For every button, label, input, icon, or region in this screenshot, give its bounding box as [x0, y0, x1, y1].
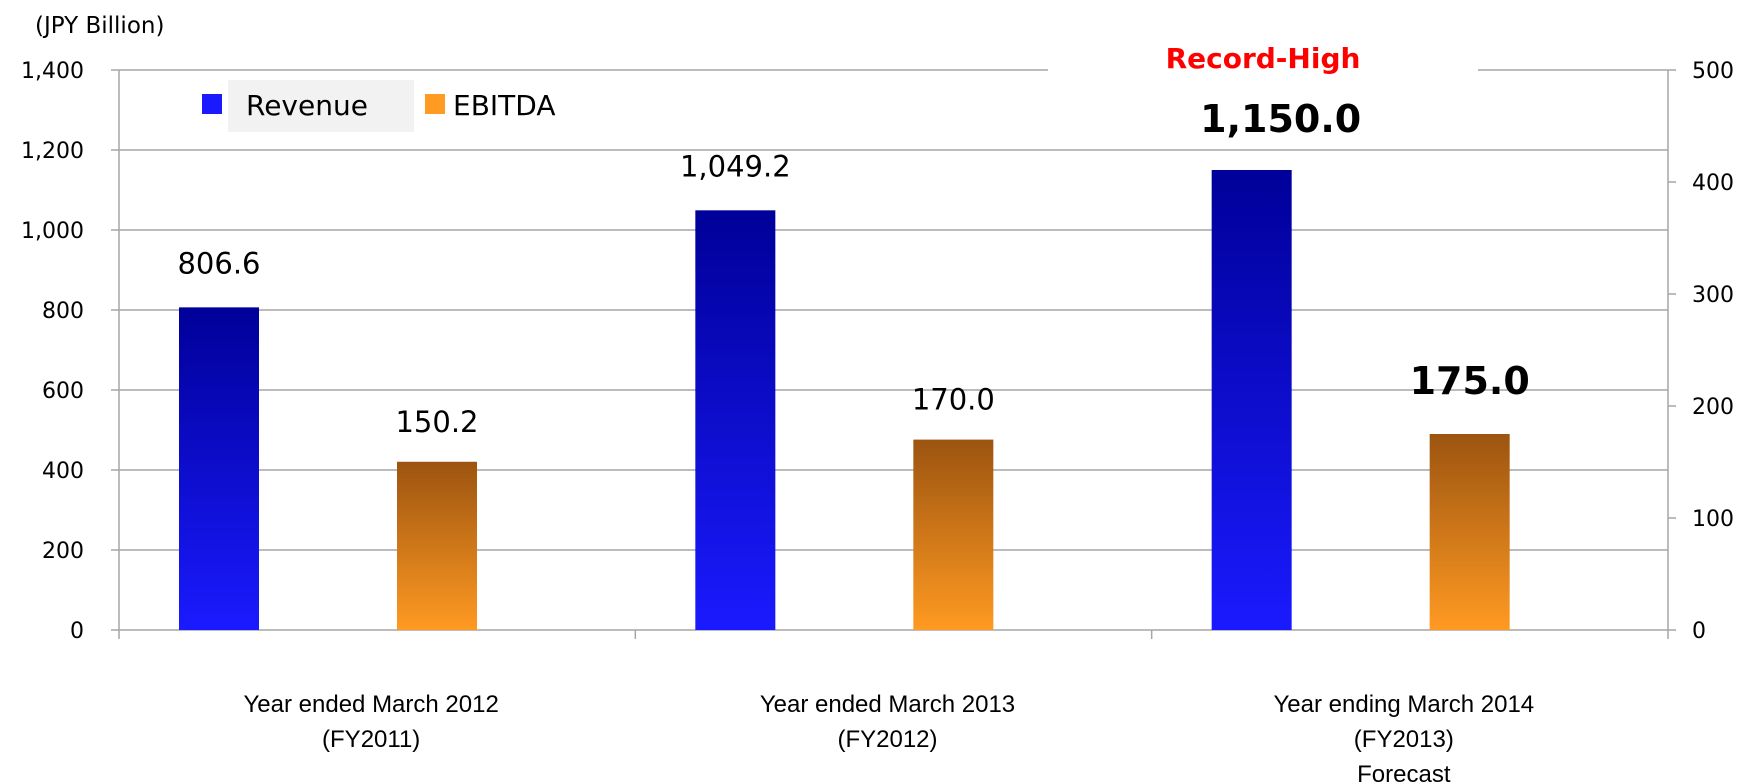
axes: 0 200 400 600 800 1,000 1,200 1,400 0 100 200 300 40…: [21, 59, 1734, 644]
category-label: (FY2012): [837, 726, 937, 753]
left-tick-label: 0: [70, 619, 84, 644]
category-label: Year ended March 2012: [244, 691, 499, 718]
right-tick-label: 400: [1692, 171, 1734, 196]
category-label: Year ended March 2013: [760, 691, 1015, 718]
bars: [179, 170, 1510, 630]
left-tick-label: 800: [42, 299, 84, 324]
data-label-ebitda: 150.2: [395, 405, 478, 439]
legend-ebitda-label: EBITDA: [453, 89, 555, 122]
bar-revenue: [695, 210, 776, 630]
left-tick-label: 200: [42, 539, 84, 564]
legend-ebitda-swatch: [425, 94, 445, 114]
right-tick-label: 100: [1692, 507, 1734, 532]
right-tick-label: 500: [1692, 59, 1734, 84]
data-label-revenue: 806.6: [177, 246, 260, 280]
bar-revenue: [179, 307, 259, 630]
data-label-revenue: 1,049.2: [680, 149, 791, 183]
category-labels: Year ended March 2012 (FY2011) Year ended …: [244, 691, 1535, 784]
bar-ebitda: [1429, 434, 1510, 630]
left-tick-label: 1,400: [21, 59, 84, 84]
right-tick-label: 0: [1692, 619, 1706, 644]
left-tick-label: 1,000: [21, 219, 84, 244]
data-label-ebitda: 175.0: [1410, 359, 1530, 403]
bar-revenue: [1211, 170, 1292, 630]
category-label: (FY2013): [1354, 726, 1454, 753]
left-tick-label: 400: [42, 459, 84, 484]
unit-label: (JPY Billion): [35, 13, 164, 39]
category-label: Forecast: [1357, 761, 1451, 784]
data-label-revenue: 1,150.0: [1200, 97, 1361, 141]
legend-revenue-label: Revenue: [246, 89, 368, 122]
bar-ebitda: [397, 461, 477, 630]
record-high-annotation: Record-High: [1166, 42, 1361, 75]
bar-ebitda: [913, 439, 994, 630]
right-tick-label: 200: [1692, 395, 1734, 420]
right-tick-label: 300: [1692, 283, 1734, 308]
annotation-backdrop: [1048, 46, 1478, 76]
legend-revenue-highlight: [228, 80, 414, 132]
legend: Revenue EBITDA: [202, 80, 555, 132]
category-label: Year ending March 2014: [1274, 691, 1535, 718]
category-label: (FY2011): [322, 726, 420, 753]
legend-revenue-swatch: [202, 94, 222, 114]
left-tick-label: 600: [42, 379, 84, 404]
gridlines: [119, 69, 1668, 551]
data-label-ebitda: 170.0: [912, 383, 995, 417]
left-tick-label: 1,200: [21, 139, 84, 164]
data-labels: 806.6 150.2 1,049.2 170.0 1,150.0 175.0: [177, 97, 1529, 439]
